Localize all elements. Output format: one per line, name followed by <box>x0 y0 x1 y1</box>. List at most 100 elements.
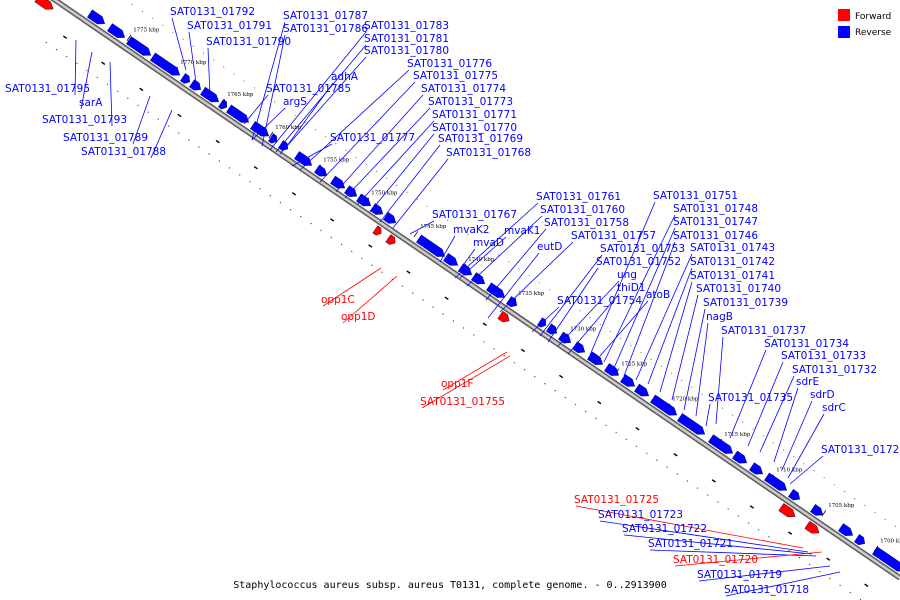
gene-label-sat0131-01734: SAT0131_01734 <box>764 338 849 350</box>
leader-line <box>150 109 173 159</box>
legend-forward-swatch <box>838 9 850 21</box>
reverse-gene-arrow <box>572 341 586 354</box>
leader-line <box>671 294 699 401</box>
gene-label-sat0131-01787: SAT0131_01787 <box>283 10 368 22</box>
leader-line <box>531 306 560 333</box>
gene-label-sat0131-01733: SAT0131_01733 <box>781 350 866 362</box>
leader-line <box>781 400 813 471</box>
reverse-gene-arrow <box>344 185 358 198</box>
label-leader-lines <box>74 17 841 597</box>
leader-line <box>725 571 841 597</box>
scale-tick-label: 1700 kbp <box>880 539 900 545</box>
gene-label-sat0131-01757: SAT0131_01757 <box>571 230 656 242</box>
leader-line <box>171 17 187 71</box>
reverse-gene-arrow <box>189 79 202 91</box>
gene-label-sat0131-01755: SAT0131_01755 <box>420 396 505 408</box>
gene-label-sat0131-01783: SAT0131_01783 <box>364 20 449 32</box>
reverse-gene-arrow <box>226 104 250 123</box>
scale-tick-label: 1725 kbp <box>621 362 648 368</box>
gene-label-sat0131-01754: SAT0131_01754 <box>557 295 642 307</box>
scale-tick-label: 1720 kbp <box>672 396 699 402</box>
gene-label-sat0131-01720: SAT0131_01720 <box>673 554 758 566</box>
gene-label-sat0131-01760: SAT0131_01760 <box>540 204 625 216</box>
reverse-gene-arrow <box>872 546 900 572</box>
gene-label-sat0131-01775: SAT0131_01775 <box>413 70 498 82</box>
reverse-gene-arrow <box>810 504 824 516</box>
scale-tick-label: 1765 kbp <box>227 92 254 98</box>
legend-forward-label: Forward <box>855 12 891 22</box>
leader-line <box>442 351 508 391</box>
gene-label-sat0131-01761: SAT0131_01761 <box>536 191 621 203</box>
reverse-gene-arrow <box>356 193 372 207</box>
gene-label-sat0131-01753: SAT0131_01753 <box>600 243 685 255</box>
gene-label-sat0131-01739: SAT0131_01739 <box>703 297 788 309</box>
gene-label-sat0131-01752: SAT0131_01752 <box>596 256 681 268</box>
leader-line <box>623 534 813 555</box>
leader-line <box>269 31 367 151</box>
leader-line <box>379 144 441 223</box>
reverse-gene-arrow <box>180 73 191 84</box>
gene-label-sat0131-01786: SAT0131_01786 <box>283 23 368 35</box>
scale-tick-label: 1705 kbp <box>828 503 855 509</box>
forward-gene-arrow <box>385 234 396 245</box>
gene-label-sat0131-01735: SAT0131_01735 <box>708 392 793 404</box>
leader-line <box>487 252 540 319</box>
leader-line <box>599 520 809 553</box>
gene-label-sara: sarA <box>79 97 103 109</box>
reverse-gene-arrow <box>314 164 328 177</box>
gene-label-mvak1: mvaK1 <box>504 225 540 237</box>
gene-label-sat0131-01751: SAT0131_01751 <box>653 190 738 202</box>
gene-label-sat0131-01795: SAT0131_01795 <box>5 83 90 95</box>
reverse-gene-arrow <box>278 140 289 151</box>
reverse-gene-arrow <box>370 203 384 215</box>
gene-label-atob: atoB <box>646 289 670 301</box>
gene-label-sat0131-01737: SAT0131_01737 <box>721 325 806 337</box>
gene-label-sat0131-01732: SAT0131_01732 <box>792 364 877 376</box>
leader-line <box>773 387 799 463</box>
gene-label-sat0131-01780: SAT0131_01780 <box>364 45 449 57</box>
leader-line <box>759 375 795 453</box>
leader-line <box>454 202 539 279</box>
gene-label-sat0131-01785: SAT0131_01785 <box>266 83 351 95</box>
reverse-gene-arrow <box>107 23 126 38</box>
gene-label-sat0131-01767: SAT0131_01767 <box>432 209 517 221</box>
gene-label-sat0131-01793: SAT0131_01793 <box>42 114 127 126</box>
leader-line <box>369 133 435 213</box>
leader-line <box>392 158 449 229</box>
gene-label-sat0131-01747: SAT0131_01747 <box>673 216 758 228</box>
leader-line <box>499 241 574 313</box>
gene-label-sat0131-01741: SAT0131_01741 <box>690 270 775 282</box>
leader-line <box>251 107 286 141</box>
reverse-gene-arrow <box>383 212 397 224</box>
leader-line <box>457 248 476 273</box>
reverse-gene-arrow <box>620 374 636 387</box>
gene-label-sat0131-01721: SAT0131_01721 <box>648 538 733 550</box>
gene-label-opp1f: opp1F <box>441 378 473 390</box>
legend-reverse-label: Reverse <box>855 28 892 38</box>
leader-line <box>409 220 435 235</box>
leader-line <box>80 51 93 110</box>
reverse-gene-arrow <box>486 282 506 298</box>
leader-line <box>299 69 410 171</box>
reverse-gene-arrow <box>250 121 270 137</box>
scale-tick-label: 1755 kbp <box>323 158 350 164</box>
leader-line <box>459 236 507 279</box>
leader-line <box>647 267 693 385</box>
gene-label-sat0131-01791: SAT0131_01791 <box>187 20 272 32</box>
reverse-gene-arrow <box>732 450 748 464</box>
leader-line <box>207 47 211 97</box>
gene-label-ung: ung <box>617 269 637 281</box>
gene-label-sdrd: sdrD <box>810 389 835 401</box>
reverse-gene-arrow <box>416 234 446 257</box>
leader-line <box>683 308 706 411</box>
leader-line <box>319 81 416 183</box>
gene-label-sat0131-01758: SAT0131_01758 <box>544 217 629 229</box>
reverse-gene-arrow <box>708 434 734 454</box>
reverse-gene-arrow <box>443 253 459 266</box>
gene-label-sat0131-01722: SAT0131_01722 <box>622 523 707 535</box>
forward-gene-arrow <box>804 520 820 534</box>
reverse-gene-arrow <box>634 383 650 397</box>
reverse-gene-arrow <box>87 9 106 25</box>
gene-labels: SAT0131_01792SAT0131_01791SAT0131_01790S… <box>5 6 900 596</box>
